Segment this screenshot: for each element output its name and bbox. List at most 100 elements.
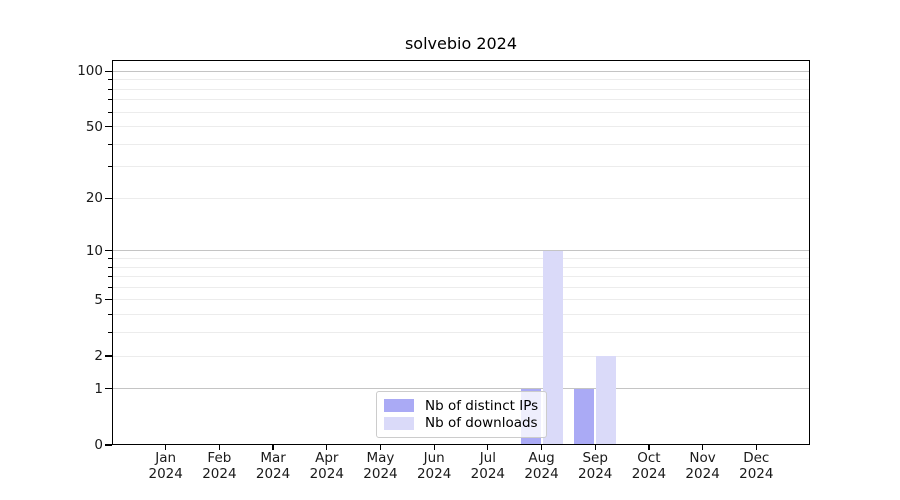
x-tick-label-line: 2024: [202, 465, 237, 482]
gridline-major: [112, 250, 810, 252]
x-tick-label: Dec 2024: [721, 450, 791, 482]
y-minor-tick-mark: [108, 355, 112, 357]
x-tick-label-line: Jan: [155, 450, 177, 466]
x-tick-mark: [218, 445, 220, 450]
legend-label-downloads: Nb of downloads: [425, 415, 538, 432]
y-tick-mark: [105, 444, 112, 446]
legend-item-distinct-ips: Nb of distinct IPs: [384, 397, 539, 415]
gridline-minor: [112, 355, 810, 357]
y-minor-tick-mark: [108, 126, 112, 127]
legend-label-distinct-ips: Nb of distinct IPs: [425, 397, 539, 414]
y-tick-label: 100: [77, 63, 103, 80]
y-minor-tick-mark: [108, 299, 112, 301]
gridline-minor: [112, 299, 810, 301]
y-minor-tick-mark: [108, 314, 112, 316]
x-tick-label: May 2024: [345, 450, 415, 482]
y-tick-label: 50: [85, 118, 103, 135]
x-tick-label-line: Oct: [637, 450, 661, 466]
gridline-minor: [112, 166, 810, 168]
x-tick-label-line: Apr: [315, 450, 339, 466]
x-tick-label: Jan 2024: [131, 450, 201, 482]
y-minor-tick-mark: [108, 88, 112, 90]
x-tick-label-line: Aug: [528, 450, 555, 466]
x-tick-label-line: 2024: [416, 465, 452, 482]
y-minor-tick-mark: [108, 143, 112, 145]
plot-area-border: [112, 60, 810, 445]
x-tick-label-line: Jun: [423, 450, 445, 466]
x-tick-mark: [702, 445, 704, 450]
x-tick-mark: [487, 445, 489, 450]
y-minor-tick-mark: [108, 99, 112, 101]
x-tick-label: Apr 2024: [292, 450, 362, 482]
gridline-minor: [112, 276, 810, 278]
x-tick-label-line: 2024: [148, 465, 183, 482]
gridline-minor: [112, 266, 810, 268]
gridline-minor: [112, 143, 810, 145]
gridline-minor: [112, 314, 810, 316]
y-minor-tick-mark: [108, 276, 112, 277]
x-tick-label: Oct 2024: [614, 450, 684, 482]
x-tick-label-line: May: [366, 450, 395, 466]
y-tick-label: 2: [94, 348, 103, 365]
x-tick-mark: [326, 445, 328, 450]
chart-title: solvebio 2024: [404, 34, 518, 53]
x-tick-label-line: Mar: [260, 450, 286, 466]
x-tick-label-line: Dec: [743, 450, 770, 466]
y-tick-label: 5: [94, 291, 103, 308]
y-tick-mark: [105, 250, 112, 252]
x-tick-mark: [755, 445, 757, 450]
gridline-minor: [112, 99, 810, 101]
x-tick-mark: [648, 445, 650, 450]
gridline-minor: [112, 79, 810, 81]
x-tick-label: Jul 2024: [453, 450, 523, 482]
y-tick-label: 1: [94, 380, 103, 397]
bar-sep-2024-nb-of-downloads: [596, 356, 617, 445]
bar-sep-2024-nb-of-distinct-ips: [574, 388, 595, 445]
y-minor-tick-mark: [108, 258, 112, 259]
x-tick-mark: [379, 445, 382, 450]
x-tick-label-line: 2024: [470, 465, 506, 482]
x-tick-label-line: 2024: [255, 465, 291, 482]
x-tick-label: Nov 2024: [668, 450, 738, 482]
y-minor-tick-mark: [108, 111, 112, 113]
legend-swatch-distinct-ips-icon: [384, 399, 414, 413]
y-minor-tick-mark: [108, 198, 112, 199]
x-tick-label-line: Nov: [689, 450, 716, 466]
x-tick-label: Mar 2024: [238, 450, 308, 482]
gridline-major: [112, 70, 810, 72]
y-minor-tick-mark: [108, 266, 112, 268]
gridline-minor: [112, 126, 810, 128]
y-tick-label: 20: [85, 190, 103, 207]
x-tick-mark: [540, 445, 543, 450]
y-minor-tick-mark: [108, 332, 112, 334]
gridline-major: [112, 388, 810, 390]
legend-swatch-downloads-icon: [384, 416, 414, 430]
y-minor-tick-mark: [108, 79, 112, 81]
x-tick-label-line: 2024: [578, 465, 613, 482]
x-tick-mark: [165, 445, 167, 450]
x-tick-label: Jun 2024: [399, 450, 469, 482]
gridline-minor: [112, 197, 810, 199]
x-tick-label-line: Feb: [207, 450, 232, 466]
x-tick-label: Feb 2024: [184, 450, 254, 482]
legend: Nb of distinct IPs Nb of downloads: [376, 391, 547, 438]
x-tick-label-line: 2024: [309, 465, 344, 482]
y-minor-tick-mark: [108, 166, 112, 168]
y-tick-label: 0: [94, 437, 103, 453]
x-tick-mark: [433, 445, 435, 450]
gridline-minor: [112, 286, 810, 288]
x-tick-label-line: 2024: [739, 465, 774, 482]
x-tick-label-line: 2024: [363, 465, 398, 482]
x-tick-label-line: 2024: [524, 465, 559, 482]
x-tick-label-line: Sep: [582, 450, 608, 466]
legend-item-downloads: Nb of downloads: [384, 415, 539, 433]
x-tick-label-line: 2024: [685, 465, 720, 482]
y-tick-label: 10: [85, 242, 103, 259]
gridline-minor: [112, 258, 810, 259]
gridline-minor: [112, 111, 810, 113]
gridline-minor: [112, 332, 810, 334]
x-tick-label: Sep 2024: [560, 450, 630, 482]
y-minor-tick-mark: [108, 286, 112, 288]
y-tick-mark: [105, 70, 112, 72]
